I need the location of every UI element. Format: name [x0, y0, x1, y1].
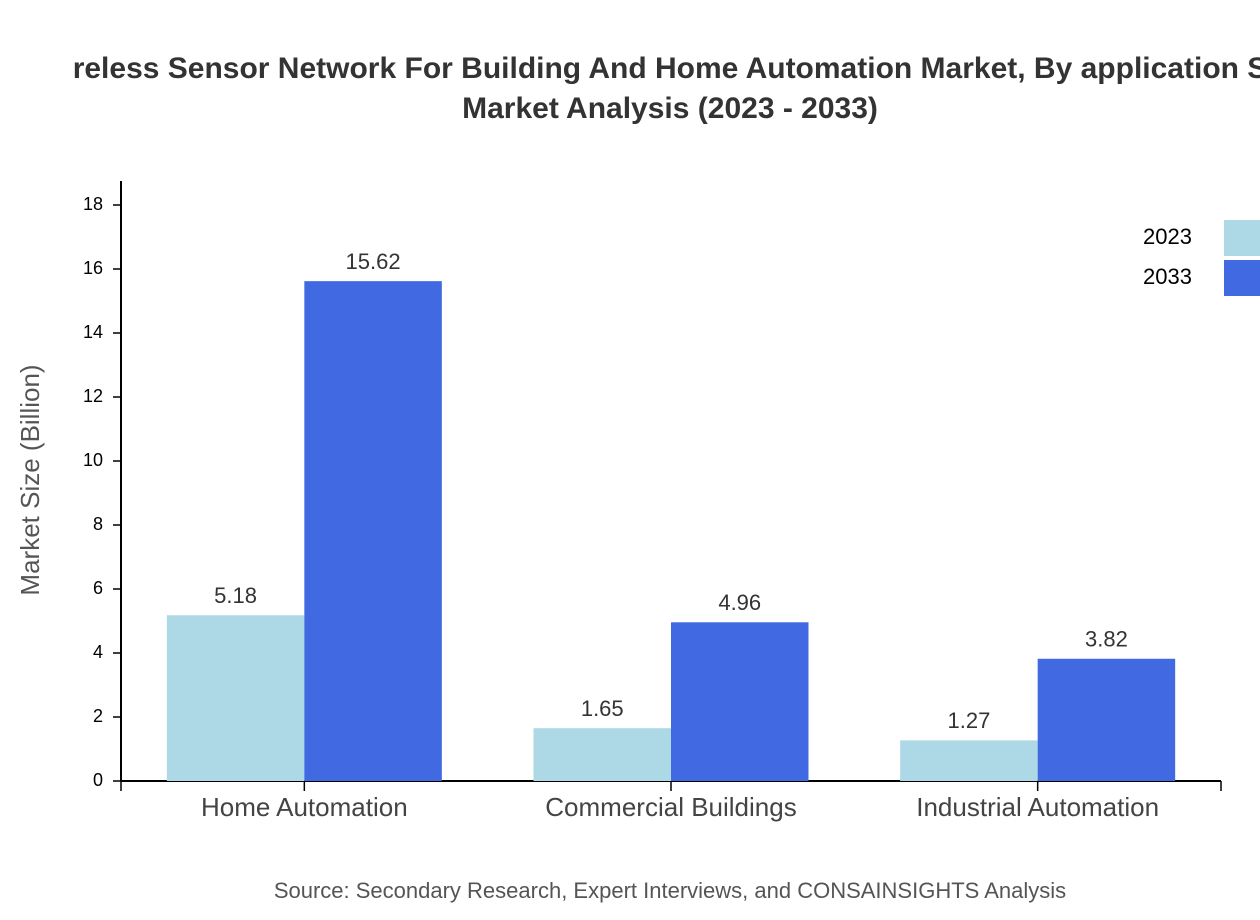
y-tick-label: 16 [83, 258, 103, 278]
bar [533, 728, 671, 781]
y-tick-label: 6 [93, 578, 103, 598]
x-tick-label: Commercial Buildings [545, 792, 796, 822]
value-label: 5.18 [214, 583, 257, 608]
chart-title: reless Sensor Network For Building And H… [73, 52, 1260, 85]
value-label: 1.65 [581, 696, 624, 721]
x-tick-label: Industrial Automation [916, 792, 1159, 822]
y-tick-label: 0 [93, 770, 103, 790]
legend-swatch [1224, 220, 1260, 256]
x-tick-label: Home Automation [201, 792, 408, 822]
chart-title: Market Analysis (2023 - 2033) [462, 92, 878, 125]
legend-label: 2033 [1143, 264, 1192, 289]
legend-label: 2023 [1143, 224, 1192, 249]
bar [1037, 658, 1176, 781]
bar [900, 740, 1038, 781]
value-label: 3.82 [1085, 627, 1128, 652]
y-tick-label: 8 [93, 514, 103, 534]
value-label: 1.27 [948, 708, 991, 733]
value-label: 15.62 [346, 249, 401, 274]
y-tick-label: 2 [93, 706, 103, 726]
y-tick-label: 14 [83, 322, 103, 342]
bar [671, 622, 809, 781]
y-tick-label: 4 [93, 642, 103, 662]
y-tick-label: 12 [83, 386, 103, 406]
bar [166, 615, 305, 781]
value-label: 4.96 [718, 590, 761, 615]
y-tick-label: 18 [83, 194, 103, 214]
source-note: Source: Secondary Research, Expert Inter… [274, 878, 1066, 903]
y-tick-label: 10 [83, 450, 103, 470]
y-axis-label: Market Size (Billion) [15, 364, 45, 595]
bar [304, 281, 442, 781]
legend-swatch [1224, 260, 1260, 296]
